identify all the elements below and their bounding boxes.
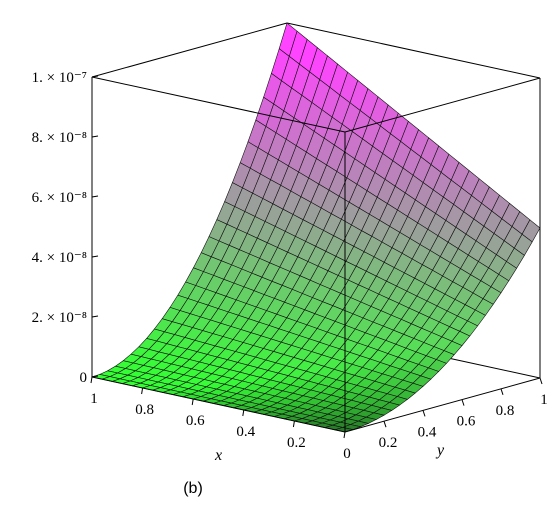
z-tick-label: 0 xyxy=(80,370,88,386)
x-axis-ticks: 1 0.8 0.6 0.4 0.2 0 xyxy=(90,376,351,462)
y-tick-label: 0.8 xyxy=(496,403,515,419)
x-tick-mark xyxy=(292,420,295,428)
x-axis-label: x xyxy=(214,447,222,464)
y-tick-label: 1 xyxy=(540,392,548,408)
y-axis-label: y xyxy=(435,442,445,459)
y-tick-mark xyxy=(539,377,543,385)
y-tick-mark xyxy=(383,421,387,428)
x-tick-label: 0.2 xyxy=(287,435,306,451)
y-tick-mark xyxy=(422,410,426,417)
z-tick-mark xyxy=(91,375,99,378)
figure-caption: (b) xyxy=(183,480,203,497)
y-tick-mark xyxy=(500,388,504,395)
surface-mesh xyxy=(90,22,541,433)
x-tick-label: 0.4 xyxy=(236,424,255,440)
y-tick-label: 0.6 xyxy=(457,414,476,430)
x-tick-mark xyxy=(90,376,93,384)
x-tick-mark xyxy=(141,387,144,395)
x-tick-label: 0.8 xyxy=(135,402,154,418)
y-tick-mark xyxy=(461,399,465,406)
x-tick-mark xyxy=(343,431,346,439)
z-tick-label: 2. × 10⁻⁸ xyxy=(32,310,87,326)
x-tick-mark xyxy=(242,409,245,417)
z-tick-label: 1. × 10⁻⁷ xyxy=(32,70,87,86)
box-edge xyxy=(91,76,346,133)
box-edge xyxy=(91,376,346,433)
box-edge xyxy=(286,22,541,79)
box-edge xyxy=(344,77,541,133)
box-edge xyxy=(91,22,288,78)
z-tick-mark xyxy=(91,75,99,78)
z-tick-mark xyxy=(91,255,99,258)
z-tick-mark xyxy=(91,315,99,318)
z-tick-label: 4. × 10⁻⁸ xyxy=(32,250,87,266)
z-tick-mark xyxy=(91,135,99,138)
y-tick-label: 0.2 xyxy=(379,435,398,451)
box-edge xyxy=(344,377,541,433)
x-tick-label: 0.6 xyxy=(186,413,205,429)
z-axis-ticks: 0 2. × 10⁻⁸ 4. × 10⁻⁸ 6. × 10⁻⁸ 8. × 10⁻⁸ 1. … xyxy=(32,70,99,386)
x-tick-mark xyxy=(191,398,194,406)
z-tick-label: 6. × 10⁻⁸ xyxy=(32,190,87,206)
y-tick-label: 0.4 xyxy=(418,424,437,440)
bounding-box-front xyxy=(91,76,541,433)
x-tick-label: 1 xyxy=(90,391,98,407)
z-tick-label: 8. × 10⁻⁸ xyxy=(32,130,87,146)
y-axis-ticks: 0.2 0.4 0.6 0.8 1 xyxy=(379,377,548,451)
z-tick-mark xyxy=(91,195,99,198)
x-tick-label: 0 xyxy=(343,446,351,462)
